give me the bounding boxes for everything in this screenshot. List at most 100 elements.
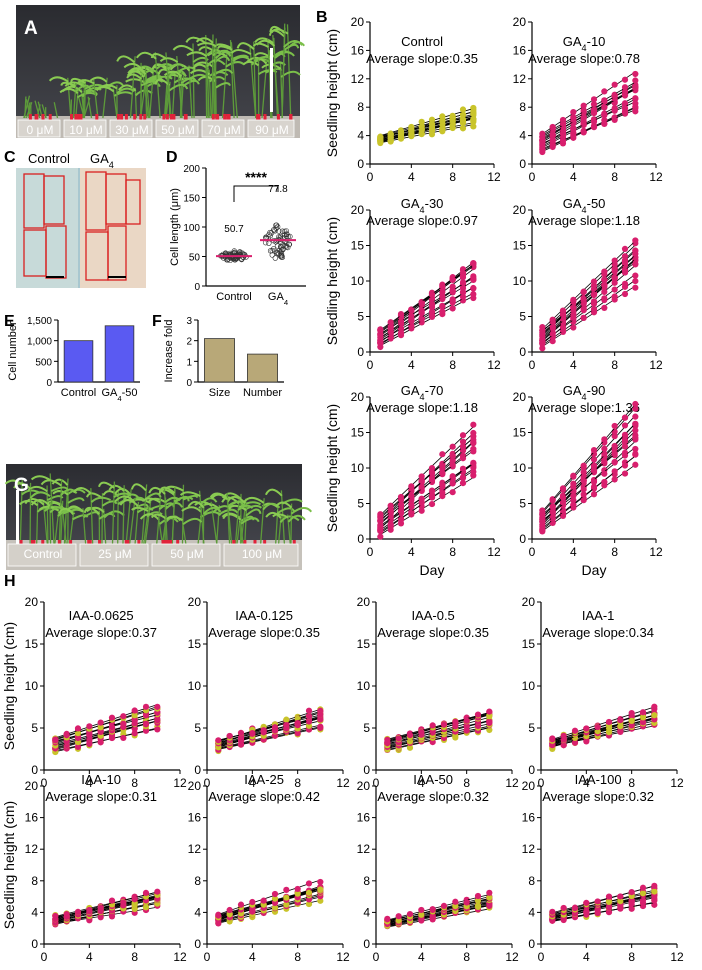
data-point — [590, 124, 598, 131]
data-point — [120, 713, 127, 720]
data-point — [570, 304, 577, 311]
seed-marker — [263, 114, 267, 120]
seed-marker — [137, 540, 141, 546]
x-axis-label: Day — [582, 562, 607, 578]
y-tick-label: 0 — [194, 763, 201, 777]
series-line — [542, 240, 636, 330]
plant-stem — [253, 41, 257, 119]
series-line — [542, 447, 636, 521]
series-line — [387, 727, 490, 751]
plant-leaf — [268, 29, 286, 38]
chart-slope-label: Average slope:0.34 — [542, 625, 654, 640]
plant-leaf — [256, 39, 276, 47]
y-tick-label: 12 — [188, 842, 202, 856]
series-line — [218, 887, 321, 916]
data-point — [632, 461, 639, 468]
plant-leaf — [113, 91, 133, 97]
x-tick-label: 0 — [41, 776, 48, 790]
series-line — [380, 287, 474, 342]
data-point — [621, 414, 629, 421]
tray-label: 100 μM — [242, 547, 282, 561]
plant-leaf — [210, 493, 229, 501]
seed-marker — [116, 114, 120, 120]
data-point — [605, 893, 613, 900]
plant-leaf — [243, 496, 265, 504]
seed-marker — [120, 114, 124, 120]
seed-marker — [169, 540, 173, 546]
x-tick-label: 4 — [570, 358, 577, 372]
data-point — [580, 462, 587, 469]
data-point — [549, 137, 556, 144]
data-point — [120, 734, 127, 742]
series-line — [380, 115, 474, 138]
y-tick-label: 0 — [519, 532, 526, 546]
series-line — [552, 902, 655, 921]
plant-leaf — [38, 505, 60, 512]
data-point — [439, 282, 446, 289]
data-point — [560, 732, 567, 739]
y-tick-label: 0 — [528, 763, 535, 777]
data-point — [317, 878, 324, 886]
data-point — [249, 729, 256, 737]
series-line — [542, 407, 636, 514]
data-point — [549, 908, 556, 915]
seed-marker — [95, 114, 99, 120]
data-point — [397, 515, 405, 522]
plant-leaf — [101, 500, 118, 507]
x-tick-label: 4 — [583, 950, 590, 964]
y-tick-label: 10 — [25, 679, 39, 693]
data-point — [237, 901, 245, 908]
y-tick-label: 0 — [519, 157, 526, 171]
plant-leaf — [177, 66, 196, 73]
y-tick-label: 5 — [519, 497, 526, 511]
data-point — [449, 489, 456, 496]
data-point — [406, 744, 414, 751]
data-point — [278, 244, 284, 251]
data-point — [406, 910, 414, 918]
data-point — [408, 510, 415, 517]
plant-stem — [23, 95, 31, 119]
data-point — [452, 718, 459, 725]
data-point — [237, 729, 245, 736]
plant-stem — [163, 488, 168, 545]
series-line — [542, 85, 636, 137]
data-point — [317, 711, 324, 718]
data-point — [632, 83, 639, 90]
y-tick-label: 8 — [31, 874, 38, 888]
plant-stem — [281, 23, 286, 119]
y-tick-label: 150 — [183, 194, 200, 205]
seed-marker — [143, 114, 147, 120]
series-line — [542, 250, 636, 335]
data-point — [395, 735, 402, 742]
scale-bar — [270, 48, 273, 112]
plant-stem — [34, 100, 41, 119]
plant-leaf — [227, 500, 244, 508]
plant-leaf — [274, 51, 295, 59]
y-tick-label: 5 — [528, 721, 535, 735]
data-point — [651, 882, 658, 889]
y-tick-label: 0 — [357, 532, 364, 546]
plant-stem — [144, 498, 152, 545]
data-point — [621, 84, 629, 91]
data-point — [621, 462, 629, 469]
data-point — [601, 304, 608, 311]
data-point — [617, 717, 624, 724]
x-tick-label: 8 — [131, 776, 138, 790]
data-point — [428, 121, 436, 128]
data-point — [418, 307, 425, 314]
chart-slope-label: Average slope:1.18 — [366, 400, 478, 415]
x-tick-label: 0 — [367, 545, 374, 559]
data-point — [611, 293, 618, 300]
panel-letter-b: B — [316, 9, 328, 26]
data-point — [601, 120, 608, 127]
data-point — [639, 709, 647, 716]
data-point — [449, 287, 456, 294]
y-tick-label: 10 — [351, 461, 365, 475]
data-point — [154, 726, 161, 733]
tray-label: 25 μM — [98, 547, 132, 561]
data-point — [294, 719, 301, 727]
data-point — [452, 898, 459, 905]
